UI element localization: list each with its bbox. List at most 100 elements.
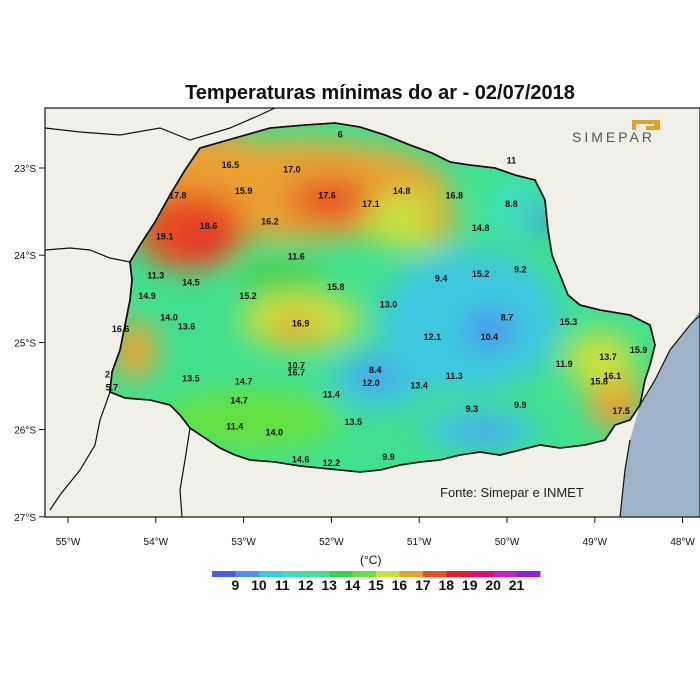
colorbar-label: 9 — [232, 577, 240, 593]
station-value: 14.6 — [292, 455, 310, 465]
colorbar-segment — [305, 571, 330, 577]
colorbar-segment — [376, 571, 400, 577]
station-value: 10.4 — [481, 332, 499, 342]
station-value: 13.4 — [410, 381, 428, 391]
station-value: 16.9 — [292, 319, 310, 329]
station-value: 12.2 — [323, 458, 341, 468]
lat-tick-label: 26°S — [14, 426, 36, 437]
map-frame — [44, 107, 700, 518]
station-value: 17.6 — [318, 191, 336, 201]
station-value: 19.1 — [156, 232, 174, 242]
simepar-logo: SIMEPAR — [572, 118, 692, 151]
station-value: 9.2 — [514, 265, 527, 275]
colorbar-label: 16 — [392, 577, 408, 593]
station-value: 11.3 — [147, 271, 164, 281]
colorbar-segment — [493, 571, 518, 577]
station-value: 16.7 — [288, 368, 306, 378]
station-value: 8.4 — [369, 365, 382, 375]
station-value: 17.8 — [169, 191, 187, 201]
lon-tick-label: 53°W — [231, 537, 256, 548]
station-value: 14.7 — [235, 376, 253, 386]
station-value: 12.0 — [362, 378, 380, 388]
station-value: 16.8 — [446, 191, 464, 201]
colorbar-label: 21 — [509, 577, 525, 593]
colorbar-label: 13 — [321, 577, 337, 593]
station-value: 18.6 — [200, 221, 218, 231]
lon-tick-label: 48°W — [670, 537, 695, 548]
station-value: 16.1 — [604, 371, 622, 381]
station-value: 15.9 — [630, 345, 648, 355]
station-value: 9.4 — [435, 273, 448, 283]
station-value: 5.7 — [106, 382, 119, 392]
colorbar-segment — [446, 571, 471, 577]
station-value: 8.8 — [505, 199, 518, 209]
station-value: 13.6 — [178, 321, 196, 331]
station-value: 14.8 — [472, 223, 490, 233]
colorbar-segment — [212, 571, 236, 577]
station-value: 14.0 — [160, 313, 178, 323]
lon-tick-label: 52°W — [319, 537, 344, 548]
station-value: 11.4 — [226, 422, 243, 432]
station-value: 10.7 — [288, 361, 306, 371]
colorbar: 9 10 11 12 13 14 15 16 17 18 19 20 21 — [212, 571, 541, 593]
colorbar-label: 17 — [415, 577, 431, 593]
lat-tick-label: 24°S — [14, 251, 36, 262]
colorbar-segment — [516, 571, 541, 577]
colorbar-segment — [469, 571, 494, 577]
data-source-note: Fonte: Simepar e INMET — [440, 485, 584, 500]
station-value: 14.9 — [138, 291, 156, 301]
colorbar-segment — [422, 571, 447, 577]
station-value: 6 — [338, 130, 343, 140]
station-value: 17.0 — [283, 164, 301, 174]
station-value: 14.8 — [393, 186, 411, 196]
station-value: 16.6 — [112, 324, 130, 334]
svg-text:SIMEPAR: SIMEPAR — [572, 129, 655, 145]
station-value: 13.7 — [599, 352, 617, 362]
station-value: 15.3 — [560, 317, 578, 327]
station-value: 2 — [105, 369, 110, 379]
station-value: 9.3 — [466, 404, 479, 414]
ocean-area — [620, 310, 700, 517]
colorbar-label: 11 — [275, 577, 290, 593]
station-value: 13.5 — [182, 374, 200, 384]
lat-tick-label: 23°S — [14, 164, 36, 175]
station-labels: 16.5 17.0 17.8 15.9 17.6 17.1 14.8 16.8 8.8 18.6 1… — [105, 130, 647, 469]
colorbar-label: 10 — [251, 577, 267, 593]
colorbar-segment — [258, 571, 283, 577]
lon-tick-label: 50°W — [495, 537, 520, 548]
colorbar-segment — [352, 571, 377, 577]
station-value: 12.1 — [424, 332, 442, 342]
station-value: 11.3 — [446, 371, 463, 381]
station-value: 13.0 — [380, 300, 398, 310]
lon-tick-label: 55°W — [56, 537, 81, 548]
station-value: 13.5 — [345, 417, 363, 427]
station-value: 11.4 — [323, 389, 340, 399]
station-value: 11 — [507, 156, 517, 166]
station-value: 11.9 — [556, 359, 573, 369]
colorbar-label: 20 — [485, 577, 501, 593]
colorbar-label: 12 — [298, 577, 314, 593]
colorbar-label: 15 — [368, 577, 384, 593]
station-value: 15.8 — [327, 282, 345, 292]
lon-tick-label: 54°W — [144, 537, 169, 548]
station-value: 16.5 — [222, 160, 240, 170]
map-title: Temperaturas mínimas do ar - 02/07/2018 — [185, 82, 575, 104]
station-value: 15.8 — [590, 376, 608, 386]
station-value: 15.2 — [239, 291, 257, 301]
colorbar-segment — [282, 571, 307, 577]
lat-tick-label: 25°S — [14, 338, 36, 349]
colorbar-label: 18 — [439, 577, 455, 593]
axis-ticks: 55°W 54°W 53°W 52°W 51°W 50°W 49°W 48°W 23°S 24°S… — [14, 164, 695, 548]
station-value: 9.9 — [514, 400, 527, 410]
lat-tick-label: 27°S — [14, 513, 36, 524]
lon-tick-label: 51°W — [407, 537, 432, 548]
station-value: 11.6 — [288, 252, 305, 262]
colorbar-segment — [235, 571, 260, 577]
station-value: 15.9 — [235, 186, 253, 196]
station-value: 14.5 — [182, 278, 200, 288]
station-value: 16.2 — [261, 217, 279, 227]
colorbar-label: 14 — [345, 577, 361, 593]
station-value: 17.5 — [612, 406, 630, 416]
temperature-field — [110, 123, 655, 472]
